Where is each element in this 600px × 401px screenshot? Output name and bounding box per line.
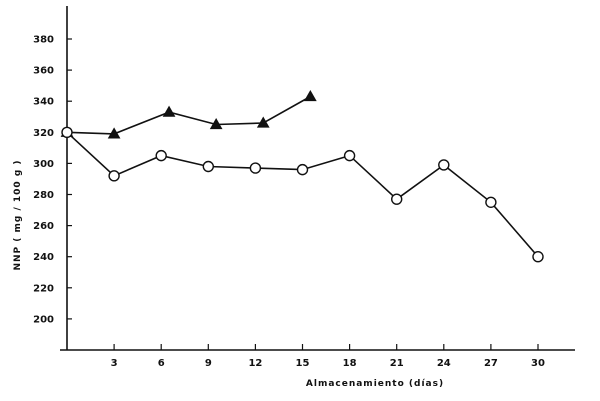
x-tick-label: 24 — [437, 358, 451, 369]
data-point — [107, 127, 121, 139]
y-tick-label: 200 — [33, 314, 54, 325]
y-tick-label: 320 — [33, 128, 54, 139]
y-ticks: 200 220 240 260 280 300 320 340 360 380 — [33, 35, 72, 325]
y-tick-label: 380 — [33, 35, 54, 46]
y-tick-label: 360 — [33, 66, 54, 77]
series-1 — [60, 90, 317, 139]
data-point — [155, 149, 167, 162]
axes — [60, 6, 575, 351]
x-tick-label: 15 — [296, 358, 310, 369]
x-ticks: 3 6 9 12 15 18 21 24 27 30 — [111, 344, 545, 369]
data-point — [108, 170, 120, 182]
data-point — [296, 163, 309, 176]
x-tick-label: 27 — [484, 358, 498, 369]
data-point — [391, 193, 403, 205]
data-point — [438, 159, 450, 171]
x-tick-label: 21 — [390, 358, 404, 369]
y-axis-label: NNP ( mg / 100 g ) — [13, 159, 23, 270]
data-point — [343, 149, 356, 162]
series-line — [66, 131, 539, 258]
data-point — [485, 196, 497, 208]
x-tick-label: 9 — [205, 358, 212, 369]
data-point — [209, 118, 223, 130]
data-point — [202, 160, 215, 173]
x-tick-label: 12 — [248, 358, 262, 369]
x-tick-label: 30 — [531, 358, 545, 369]
data-point — [249, 162, 262, 174]
series-layer — [60, 90, 544, 263]
data-point — [303, 90, 317, 102]
y-tick-label: 300 — [33, 159, 54, 170]
y-tick-label: 260 — [33, 221, 54, 232]
data-point — [61, 126, 73, 139]
data-point — [532, 251, 544, 263]
data-point — [162, 105, 176, 117]
data-point — [256, 116, 270, 128]
series-2 — [61, 126, 544, 263]
y-tick-label: 340 — [33, 97, 54, 108]
x-axis-label: Almacenamiento (días) — [306, 379, 444, 389]
x-tick-label: 3 — [111, 358, 118, 369]
y-tick-label: 240 — [33, 252, 54, 263]
y-tick-label: 280 — [33, 190, 54, 201]
x-tick-label: 6 — [158, 358, 165, 369]
y-tick-label: 220 — [33, 283, 54, 294]
x-tick-label: 18 — [343, 358, 357, 369]
series-line — [66, 95, 311, 135]
